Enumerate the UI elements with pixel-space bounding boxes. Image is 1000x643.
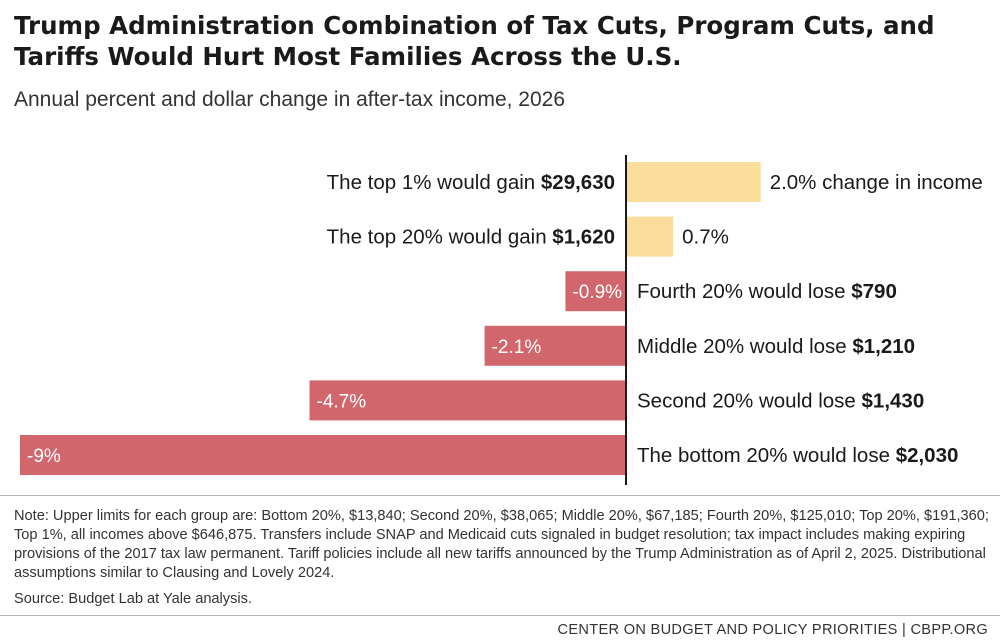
chart-note: Note: Upper limits for each group are: B… <box>14 508 989 581</box>
chart-source: Source: Budget Lab at Yale analysis. <box>14 591 252 607</box>
chart-subtitle: Annual percent and dollar change in afte… <box>14 88 566 111</box>
bar-0 <box>626 162 761 202</box>
value-label-3: -2.1% <box>492 337 542 358</box>
row-label-0: The top 1% would gain $29,630 <box>327 171 615 194</box>
value-label-4: -4.7% <box>317 391 367 412</box>
bar-3 <box>484 325 626 366</box>
row-label-2: Fourth 20% would lose $790 <box>637 280 897 303</box>
value-label-5: -9% <box>27 446 61 467</box>
bar-2 <box>565 271 626 312</box>
footer-credit: CENTER ON BUDGET AND POLICY PRIORITIES |… <box>557 622 988 638</box>
footer-divider <box>0 615 1000 616</box>
bar-5 <box>20 435 626 475</box>
row-label-4: Second 20% would lose $1,430 <box>637 389 924 412</box>
bar-1 <box>626 216 674 257</box>
row-label-3: Middle 20% would lose $1,210 <box>637 335 915 358</box>
bar-chart: 2.0% change in income The top 1% would ga… <box>20 155 983 485</box>
divider <box>0 495 1000 496</box>
value-label-1: 0.7% <box>682 226 729 249</box>
chart-title: Trump Administration Combination of Tax … <box>14 11 935 71</box>
row-label-5: The bottom 20% would lose $2,030 <box>637 444 958 467</box>
bar-4 <box>309 380 626 421</box>
value-label-2: -0.9% <box>572 282 622 303</box>
row-label-1: The top 20% would gain $1,620 <box>327 226 615 249</box>
value-label-0: 2.0% change in income <box>770 171 983 194</box>
